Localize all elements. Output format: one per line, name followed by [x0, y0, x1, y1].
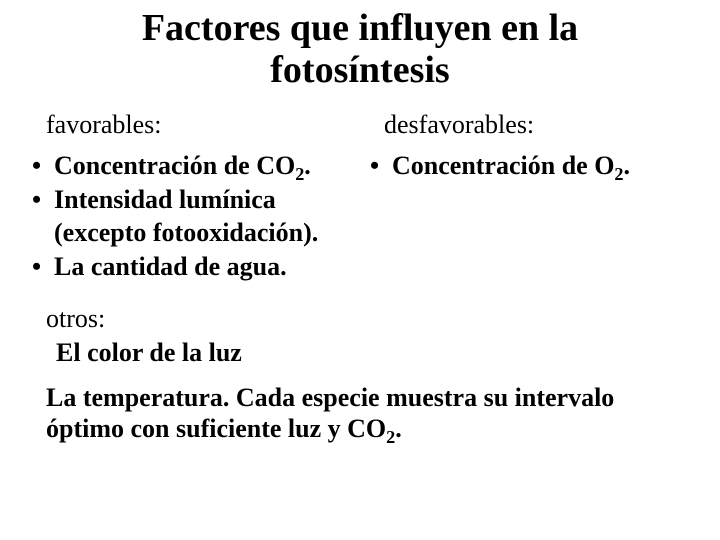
others-heading: otros: — [46, 304, 692, 334]
favorables-heading: favorables: — [28, 110, 354, 140]
text-pre: Concentración de O — [392, 151, 614, 180]
text-post: . — [395, 414, 402, 443]
title-line-1: Factores que influyen en la — [142, 7, 578, 49]
title-line-2: fotosíntesis — [270, 49, 449, 91]
column-desfavorables: desfavorables: Concentración de O2. — [360, 110, 692, 286]
favorables-item-luz: Intensidad lumínica (excepto fotooxidaci… — [28, 184, 354, 249]
text-line-b: (excepto fotooxidación). — [54, 218, 318, 247]
favorables-item-co2: Concentración de CO2. — [28, 150, 354, 183]
columns: favorables: Concentración de CO2. Intens… — [28, 110, 692, 286]
slide: Factores que influyen en la fotosíntesis… — [0, 0, 720, 540]
desfavorables-heading: desfavorables: — [366, 110, 692, 140]
others-color-luz: El color de la luz — [46, 338, 692, 368]
text-pre: Concentración de CO — [54, 151, 295, 180]
text-post: . — [304, 151, 311, 180]
text: La cantidad de agua. — [54, 252, 287, 281]
desfavorables-list: Concentración de O2. — [366, 150, 692, 183]
subscript: 2 — [614, 164, 623, 184]
column-favorables: favorables: Concentración de CO2. Intens… — [28, 110, 360, 286]
bottom-paragraph: La temperatura. Cada especie muestra su … — [28, 382, 692, 444]
text-pre: La temperatura. Cada especie muestra su … — [46, 383, 614, 443]
text-line-a: Intensidad lumínica — [54, 185, 276, 214]
subscript: 2 — [386, 427, 395, 447]
subscript: 2 — [295, 164, 304, 184]
favorables-item-agua: La cantidad de agua. — [28, 251, 354, 284]
slide-title: Factores que influyen en la fotosíntesis — [28, 8, 692, 92]
favorables-list: Concentración de CO2. Intensidad lumínic… — [28, 150, 354, 284]
desfavorables-item-o2: Concentración de O2. — [366, 150, 692, 183]
text-post: . — [624, 151, 631, 180]
others-section: otros: El color de la luz — [28, 304, 692, 368]
